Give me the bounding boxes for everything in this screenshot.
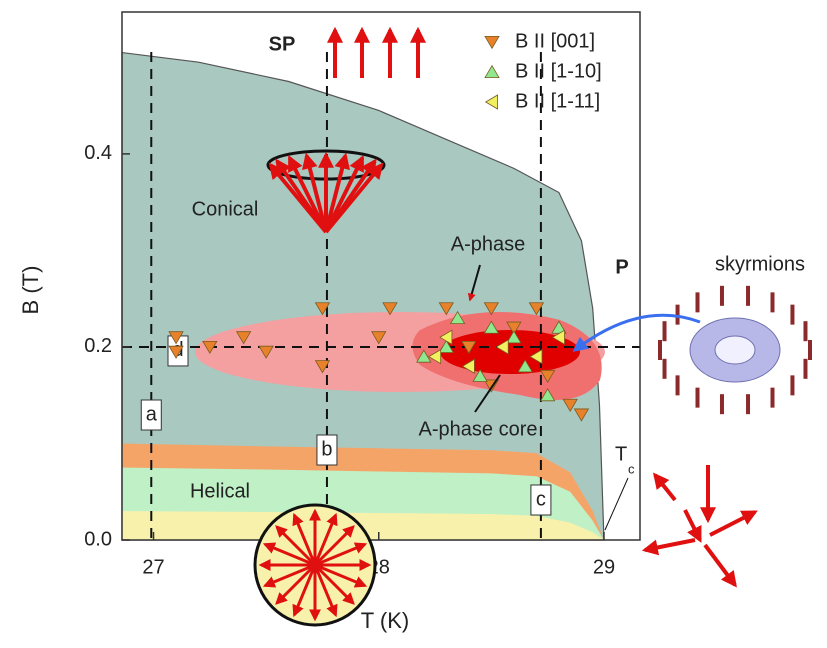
legend-label: B II [1-10] (515, 60, 602, 82)
helical-circle (255, 505, 375, 625)
y-tick-label: 0.2 (84, 335, 112, 357)
tc-subscript: c (628, 461, 635, 476)
conical-label: Conical (192, 198, 259, 220)
a-phase-label: A-phase (451, 233, 526, 255)
x-tick-label: 27 (142, 556, 164, 578)
cut-label: a (146, 403, 158, 425)
x-axis-title: T (K) (361, 608, 409, 633)
sp-arrows (335, 30, 418, 78)
helical-label: Helical (190, 480, 250, 502)
a-phase-core-label: A-phase core (419, 418, 538, 440)
legend-marker (486, 95, 498, 109)
y-tick-label: 0.4 (84, 142, 112, 164)
sp-label: SP (269, 33, 296, 55)
legend-marker (485, 36, 499, 48)
legend-marker (485, 66, 499, 78)
cut-label: c (536, 488, 546, 510)
x-tick-label: 29 (593, 556, 615, 578)
legend-label: B II [001] (515, 30, 595, 52)
chart: abcd B II [001]B II [1-10]B II [1-11] 27… (0, 0, 827, 643)
skyrmions-label: skyrmions (715, 253, 805, 275)
legend-label: B II [1-11] (515, 90, 600, 112)
y-axis-title: B (T) (18, 266, 43, 315)
tc-label: T (615, 443, 627, 465)
phase-areas (122, 53, 604, 540)
skyrmion-icon (575, 286, 810, 414)
p-label: P (615, 256, 628, 278)
tc-pointer (605, 478, 628, 530)
y-tick-label: 0.0 (84, 528, 112, 550)
cut-label: b (321, 438, 332, 460)
paramagnetic-arrows (645, 465, 755, 585)
